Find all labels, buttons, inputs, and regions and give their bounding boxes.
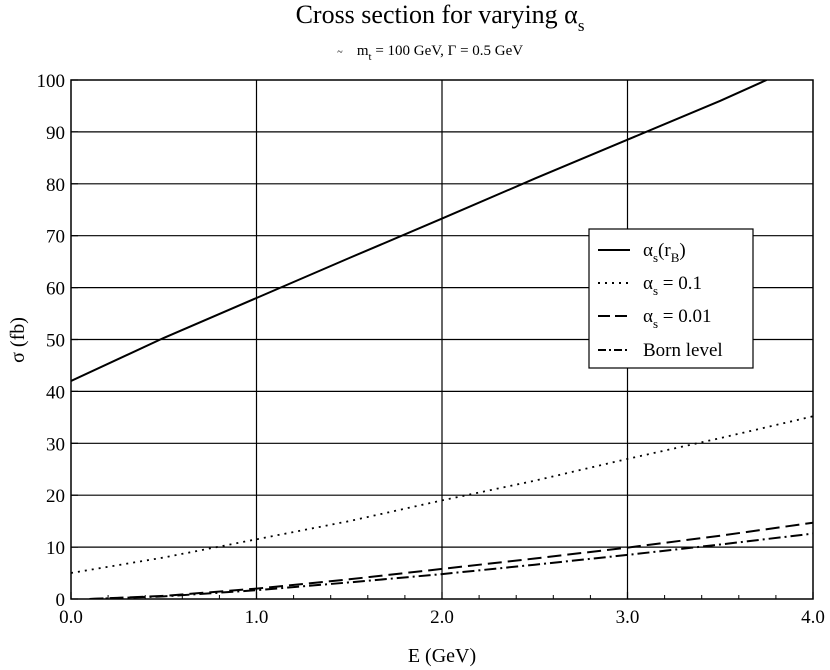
chart-title: Cross section for varying αs [296, 0, 585, 35]
legend-label-2: αs = 0.01 [643, 306, 712, 331]
chart-title-main: Cross section for varying α [296, 0, 579, 29]
chart-subtitle-m: m [357, 43, 369, 59]
series-line-1 [71, 415, 813, 574]
y-tick-label-9: 90 [46, 123, 65, 144]
x-ticks: 0.0 1.0 2.0 3.0 4.0 [59, 592, 825, 628]
series-line-2 [89, 521, 813, 599]
y-ticks: 0 10 20 30 40 50 60 70 80 90 100 [37, 71, 78, 611]
x-tick-label-2: 2.0 [430, 607, 454, 628]
chart-subtitle-rest: = 100 GeV, Γ = 0.5 GeV [372, 43, 524, 59]
x-tick-label-1: 1.0 [245, 607, 269, 628]
legend-box [588, 228, 754, 369]
chart-title-subscript: s [578, 16, 585, 35]
x-tick-label-4: 4.0 [801, 607, 825, 628]
y-tick-label-1: 10 [46, 538, 65, 559]
y-tick-label-5: 50 [46, 331, 65, 352]
x-axis-label: E (GeV) [408, 645, 476, 667]
series-group [71, 80, 813, 599]
chart-subtitle-m-subscript: t [369, 51, 372, 63]
y-tick-label-2: 20 [46, 486, 65, 507]
y-tick-label-7: 70 [46, 227, 65, 248]
y-tick-label-6: 60 [46, 279, 65, 300]
y-tick-label-8: 80 [46, 175, 65, 196]
legend: αs(rB) αs = 0.1 αs = 0.01 Born level [588, 228, 754, 369]
x-tick-label-0: 0.0 [59, 607, 83, 628]
y-tick-label-3: 30 [46, 434, 65, 455]
y-tick-label-4: 40 [46, 382, 65, 403]
legend-label-1: αs = 0.1 [643, 273, 702, 298]
y-tick-label-0: 0 [56, 590, 66, 611]
series-line-0 [71, 80, 768, 382]
chart-subtitle-tilde: ~ [337, 47, 343, 58]
legend-label-0: αs(rB) [643, 240, 686, 265]
series-line-3 [89, 532, 813, 599]
y-axis-label: σ (fb) [7, 317, 29, 363]
x-tick-label-3: 3.0 [616, 607, 640, 628]
chart-subtitle: mt = 100 GeV, Γ = 0.5 GeV [357, 43, 523, 63]
legend-label-3: Born level [643, 340, 723, 361]
y-tick-label-10: 100 [37, 71, 66, 92]
